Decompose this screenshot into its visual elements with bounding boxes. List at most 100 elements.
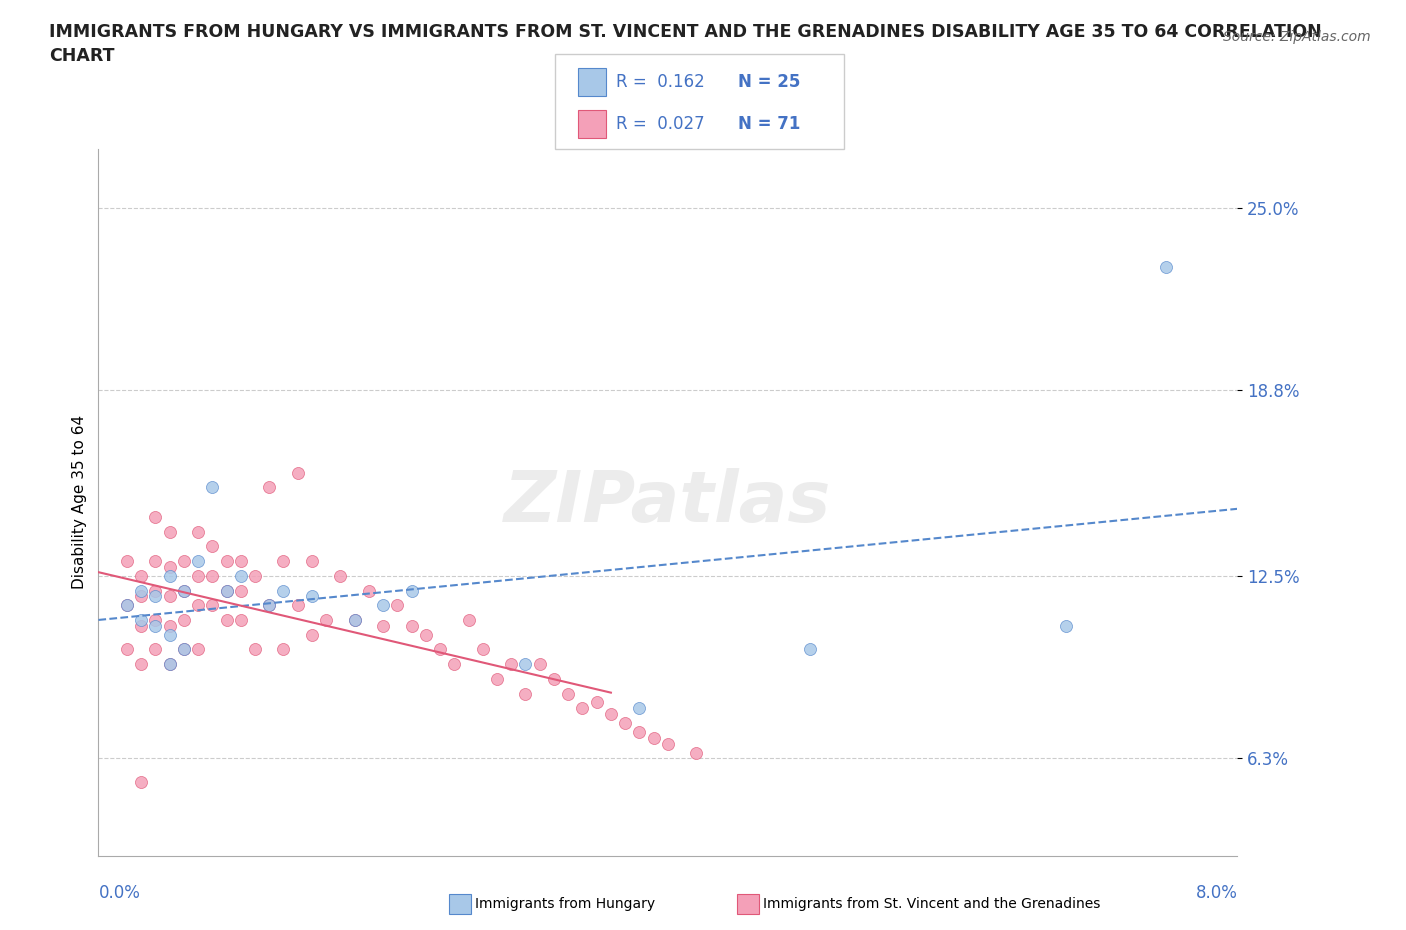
Point <box>115 642 138 657</box>
Point <box>129 657 152 671</box>
Point <box>443 657 465 671</box>
Point <box>1154 259 1177 274</box>
Point <box>173 642 195 657</box>
Point <box>657 737 679 751</box>
Point <box>287 465 309 480</box>
Text: IMMIGRANTS FROM HUNGARY VS IMMIGRANTS FROM ST. VINCENT AND THE GRENADINES DISABI: IMMIGRANTS FROM HUNGARY VS IMMIGRANTS FR… <box>49 23 1322 65</box>
Point <box>201 598 224 613</box>
Point <box>187 553 209 568</box>
Point <box>229 553 252 568</box>
Point <box>229 583 252 598</box>
Point <box>243 642 266 657</box>
Point <box>115 553 138 568</box>
Point <box>159 589 181 604</box>
Point <box>173 613 195 628</box>
Text: Source: ZipAtlas.com: Source: ZipAtlas.com <box>1223 30 1371 44</box>
Point <box>585 695 607 710</box>
Point <box>145 618 167 633</box>
Point <box>371 598 394 613</box>
Point <box>115 598 138 613</box>
Point <box>301 628 323 643</box>
Point <box>643 730 665 745</box>
Point <box>571 701 593 716</box>
Point <box>600 707 623 722</box>
Point <box>145 613 167 628</box>
Point <box>229 613 252 628</box>
Point <box>173 553 195 568</box>
Point <box>628 724 651 739</box>
Point <box>259 598 281 613</box>
Point <box>215 583 238 598</box>
Point <box>115 598 138 613</box>
Point <box>187 525 209 539</box>
Point <box>201 480 224 495</box>
Point <box>129 568 152 583</box>
Point <box>515 657 537 671</box>
Point <box>145 510 167 525</box>
Point <box>159 560 181 575</box>
Point <box>187 598 209 613</box>
Point <box>387 598 409 613</box>
Point <box>287 598 309 613</box>
Point <box>129 613 152 628</box>
Point <box>529 657 551 671</box>
Point <box>159 657 181 671</box>
Point <box>501 657 523 671</box>
Point <box>159 525 181 539</box>
Point <box>515 686 537 701</box>
Text: N = 71: N = 71 <box>738 114 800 133</box>
Point <box>471 642 494 657</box>
Point <box>315 613 337 628</box>
Point <box>187 568 209 583</box>
Point <box>273 553 295 568</box>
Point <box>159 628 181 643</box>
Point <box>614 716 637 731</box>
Text: ZIPatlas: ZIPatlas <box>505 468 831 537</box>
Point <box>129 618 152 633</box>
Point <box>129 775 152 790</box>
Point <box>259 480 281 495</box>
Point <box>229 568 252 583</box>
Point <box>557 686 579 701</box>
Point <box>457 613 479 628</box>
Point <box>243 568 266 583</box>
Point <box>685 745 707 760</box>
Point <box>173 583 195 598</box>
Point <box>628 701 651 716</box>
Point <box>343 613 366 628</box>
Point <box>415 628 437 643</box>
Point <box>1056 618 1078 633</box>
Point <box>486 671 509 686</box>
Point <box>145 583 167 598</box>
Point <box>543 671 565 686</box>
Point <box>401 618 423 633</box>
Text: 8.0%: 8.0% <box>1195 884 1237 902</box>
Point <box>799 642 821 657</box>
Point <box>301 589 323 604</box>
Point <box>215 583 238 598</box>
Text: R =  0.162: R = 0.162 <box>616 73 704 91</box>
Y-axis label: Disability Age 35 to 64: Disability Age 35 to 64 <box>72 415 87 590</box>
Point <box>187 642 209 657</box>
Point <box>173 642 195 657</box>
Point <box>273 583 295 598</box>
Point <box>329 568 352 583</box>
Point <box>215 553 238 568</box>
Text: Immigrants from Hungary: Immigrants from Hungary <box>475 897 655 911</box>
Point <box>301 553 323 568</box>
Point <box>357 583 380 598</box>
Point <box>215 613 238 628</box>
Point <box>145 642 167 657</box>
Point <box>201 539 224 554</box>
Point <box>401 583 423 598</box>
Point <box>429 642 451 657</box>
Text: Immigrants from St. Vincent and the Grenadines: Immigrants from St. Vincent and the Gren… <box>763 897 1101 911</box>
Point <box>343 613 366 628</box>
Point <box>145 553 167 568</box>
Text: R =  0.027: R = 0.027 <box>616 114 704 133</box>
Point <box>129 589 152 604</box>
Text: 0.0%: 0.0% <box>98 884 141 902</box>
Point <box>129 583 152 598</box>
Point <box>159 657 181 671</box>
Point <box>371 618 394 633</box>
